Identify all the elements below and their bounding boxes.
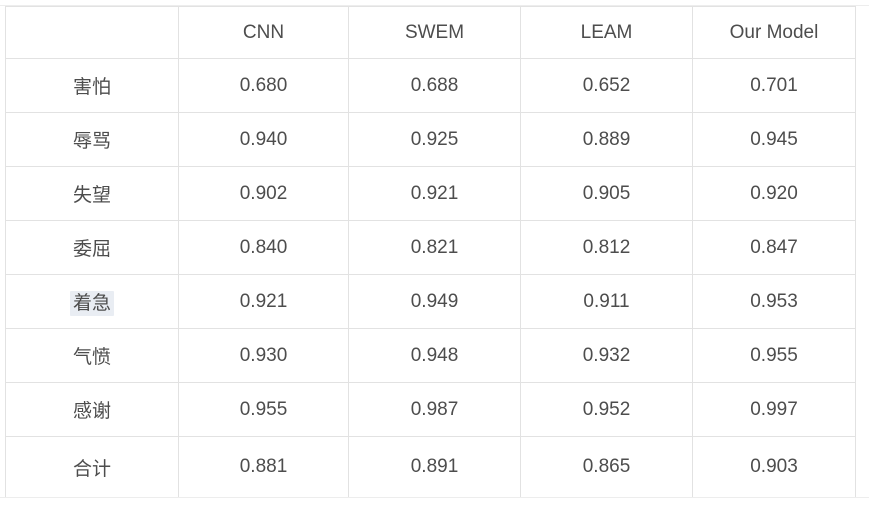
- data-cell: 0.948: [348, 328, 521, 383]
- data-cell: 0.920: [692, 166, 856, 221]
- table-row-total: 合计 0.881 0.891 0.865 0.903: [5, 436, 856, 498]
- table-row: 气愤 0.930 0.948 0.932 0.955: [5, 328, 856, 383]
- data-cell: 0.955: [178, 382, 349, 437]
- data-cell: 0.847: [692, 220, 856, 275]
- data-cell: 0.840: [178, 220, 349, 275]
- bottom-divider: [0, 497, 869, 498]
- table-row: 害怕 0.680 0.688 0.652 0.701: [5, 58, 856, 113]
- data-cell: 0.987: [348, 382, 521, 437]
- data-cell: 0.701: [692, 58, 856, 113]
- row-label: 委屈: [5, 220, 179, 275]
- data-cell: 0.881: [178, 436, 349, 498]
- data-cell: 0.940: [178, 112, 349, 167]
- table-row: 着急 0.921 0.949 0.911 0.953: [5, 274, 856, 329]
- row-label: 失望: [5, 166, 179, 221]
- data-cell: 0.952: [520, 382, 693, 437]
- data-cell: 0.932: [520, 328, 693, 383]
- data-cell: 0.930: [178, 328, 349, 383]
- data-cell: 0.949: [348, 274, 521, 329]
- header-row: CNN SWEM LEAM Our Model: [5, 6, 856, 59]
- row-label: 合计: [5, 436, 179, 498]
- header-cell-our-model: Our Model: [692, 6, 856, 59]
- accented-total-value: 0.903: [692, 436, 856, 498]
- model-comparison-table: CNN SWEM LEAM Our Model 害怕 0.680 0.688 0…: [5, 6, 856, 498]
- data-cell: 0.889: [520, 112, 693, 167]
- data-cell: 0.911: [520, 274, 693, 329]
- header-cell-leam: LEAM: [520, 6, 693, 59]
- data-cell: 0.921: [178, 274, 349, 329]
- data-cell: 0.953: [692, 274, 856, 329]
- row-label: 辱骂: [5, 112, 179, 167]
- header-cell-cnn: CNN: [178, 6, 349, 59]
- header-cell-swem: SWEM: [348, 6, 521, 59]
- data-cell: 0.891: [348, 436, 521, 498]
- data-cell: 0.680: [178, 58, 349, 113]
- data-cell: 0.812: [520, 220, 693, 275]
- data-cell: 0.955: [692, 328, 856, 383]
- data-cell: 0.921: [348, 166, 521, 221]
- table-row: 委屈 0.840 0.821 0.812 0.847: [5, 220, 856, 275]
- header-cell-empty: [5, 6, 179, 59]
- row-label: 气愤: [5, 328, 179, 383]
- table-row: 感谢 0.955 0.987 0.952 0.997: [5, 382, 856, 437]
- data-cell: 0.997: [692, 382, 856, 437]
- table-row: 失望 0.902 0.921 0.905 0.920: [5, 166, 856, 221]
- data-cell: 0.821: [348, 220, 521, 275]
- data-cell: 0.925: [348, 112, 521, 167]
- data-cell: 0.905: [520, 166, 693, 221]
- highlighted-term: 着急: [69, 291, 114, 316]
- table-row: 辱骂 0.940 0.925 0.889 0.945: [5, 112, 856, 167]
- top-divider: [0, 5, 869, 6]
- row-label: 着急: [5, 274, 179, 329]
- data-cell: 0.688: [348, 58, 521, 113]
- data-cell: 0.865: [520, 436, 693, 498]
- data-cell: 0.902: [178, 166, 349, 221]
- data-cell: 0.652: [520, 58, 693, 113]
- row-label: 害怕: [5, 58, 179, 113]
- row-label: 感谢: [5, 382, 179, 437]
- data-cell: 0.945: [692, 112, 856, 167]
